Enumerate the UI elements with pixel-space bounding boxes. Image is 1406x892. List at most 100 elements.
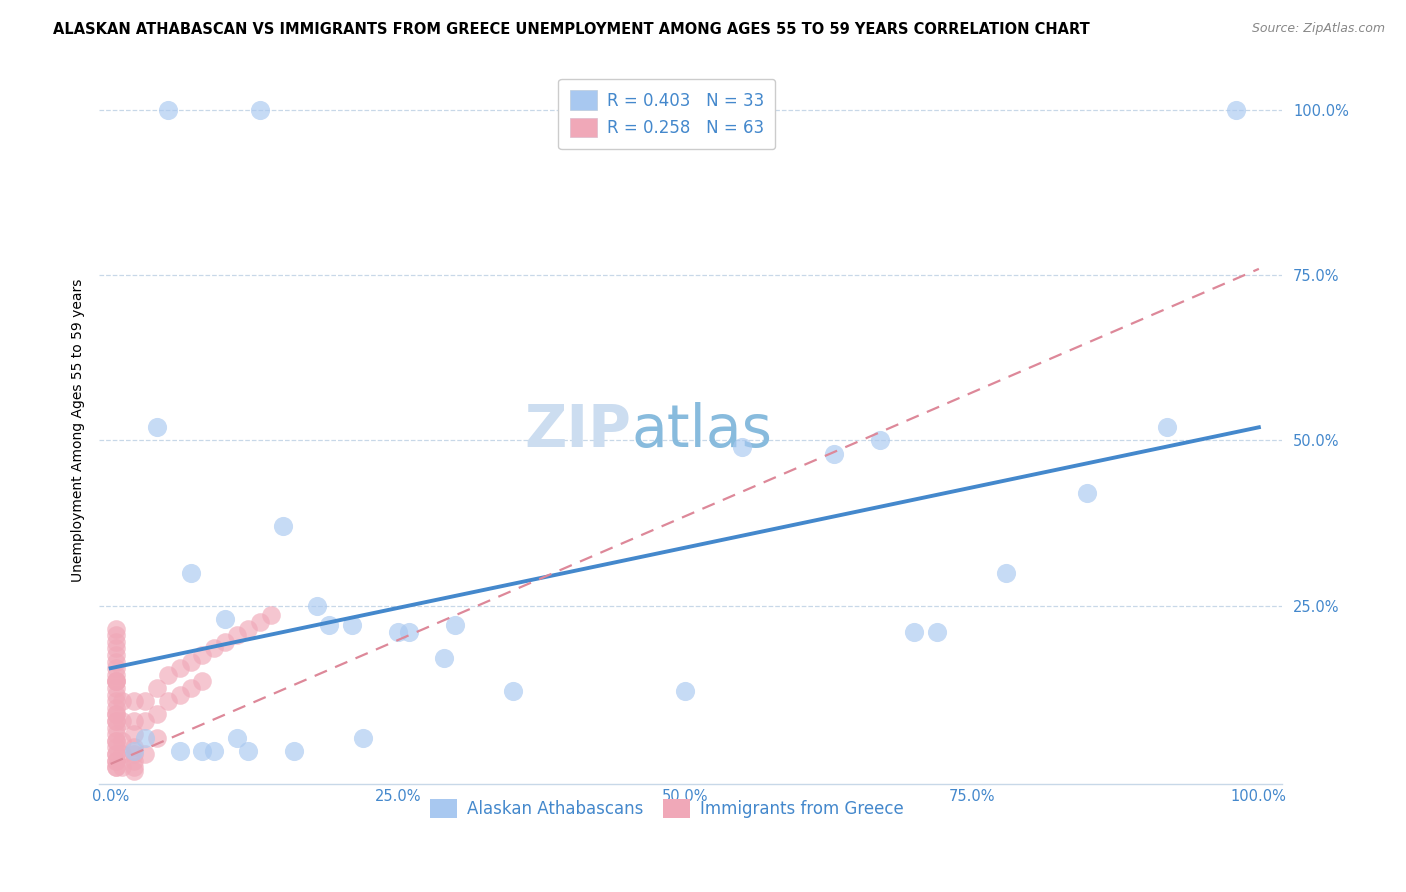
Point xyxy=(134,694,156,708)
Point xyxy=(105,747,128,761)
Point xyxy=(105,760,128,774)
Point xyxy=(111,760,134,774)
Point xyxy=(105,668,128,682)
Point xyxy=(202,641,225,656)
Point xyxy=(249,615,271,629)
Point xyxy=(352,731,374,745)
Point xyxy=(869,434,891,448)
Point xyxy=(105,661,128,675)
Y-axis label: Unemployment Among Ages 55 to 59 years: Unemployment Among Ages 55 to 59 years xyxy=(72,279,86,582)
Point xyxy=(134,747,156,761)
Point xyxy=(105,681,128,695)
Point xyxy=(903,624,925,639)
Point xyxy=(122,694,145,708)
Point xyxy=(340,618,363,632)
Point xyxy=(823,447,845,461)
Legend: Alaskan Athabascans, Immigrants from Greece: Alaskan Athabascans, Immigrants from Gre… xyxy=(423,792,910,825)
Point xyxy=(226,731,249,745)
Point xyxy=(122,740,145,755)
Point xyxy=(502,684,524,698)
Text: ALASKAN ATHABASCAN VS IMMIGRANTS FROM GREECE UNEMPLOYMENT AMONG AGES 55 TO 59 YE: ALASKAN ATHABASCAN VS IMMIGRANTS FROM GR… xyxy=(53,22,1090,37)
Point xyxy=(260,608,283,623)
Point xyxy=(105,754,128,768)
Point xyxy=(105,760,128,774)
Point xyxy=(105,727,128,741)
Point xyxy=(1225,103,1247,118)
Point xyxy=(111,694,134,708)
Point xyxy=(283,744,305,758)
Point xyxy=(105,688,128,702)
Point xyxy=(145,731,167,745)
Point xyxy=(105,740,128,755)
Point xyxy=(157,668,180,682)
Point xyxy=(105,754,128,768)
Point xyxy=(157,694,180,708)
Point xyxy=(105,747,128,761)
Point xyxy=(134,731,156,745)
Point xyxy=(271,519,294,533)
Point xyxy=(145,420,167,434)
Point xyxy=(122,764,145,778)
Point xyxy=(180,681,202,695)
Point xyxy=(1076,486,1098,500)
Point xyxy=(307,599,329,613)
Point xyxy=(105,714,128,728)
Point xyxy=(105,641,128,656)
Point xyxy=(214,612,236,626)
Point xyxy=(111,747,134,761)
Point xyxy=(433,651,456,665)
Point xyxy=(134,714,156,728)
Point xyxy=(731,440,754,454)
Point xyxy=(180,655,202,669)
Point xyxy=(105,707,128,722)
Point xyxy=(105,655,128,669)
Text: ZIP: ZIP xyxy=(524,402,631,459)
Point xyxy=(111,714,134,728)
Point xyxy=(111,734,134,748)
Point xyxy=(105,674,128,689)
Point xyxy=(105,721,128,735)
Point xyxy=(191,674,214,689)
Point xyxy=(105,674,128,689)
Point xyxy=(122,727,145,741)
Point xyxy=(105,701,128,715)
Point xyxy=(105,674,128,689)
Point xyxy=(105,622,128,636)
Point xyxy=(105,694,128,708)
Point xyxy=(387,624,409,639)
Point xyxy=(122,747,145,761)
Point xyxy=(444,618,467,632)
Point xyxy=(145,681,167,695)
Point xyxy=(105,707,128,722)
Point xyxy=(145,707,167,722)
Point xyxy=(398,624,420,639)
Point xyxy=(214,635,236,649)
Point xyxy=(105,734,128,748)
Point xyxy=(226,628,249,642)
Point xyxy=(927,624,949,639)
Point xyxy=(122,760,145,774)
Point xyxy=(1156,420,1178,434)
Point xyxy=(202,744,225,758)
Text: atlas: atlas xyxy=(631,402,772,459)
Point xyxy=(169,744,191,758)
Point xyxy=(122,714,145,728)
Point xyxy=(238,744,260,758)
Point xyxy=(105,648,128,662)
Point xyxy=(169,688,191,702)
Point xyxy=(191,744,214,758)
Point xyxy=(105,734,128,748)
Point xyxy=(238,622,260,636)
Point xyxy=(673,684,696,698)
Point xyxy=(157,103,180,118)
Point xyxy=(249,103,271,118)
Point xyxy=(180,566,202,580)
Point xyxy=(995,566,1018,580)
Point xyxy=(105,628,128,642)
Point xyxy=(105,714,128,728)
Text: Source: ZipAtlas.com: Source: ZipAtlas.com xyxy=(1251,22,1385,36)
Point xyxy=(122,754,145,768)
Point xyxy=(318,618,340,632)
Point xyxy=(169,661,191,675)
Point xyxy=(122,744,145,758)
